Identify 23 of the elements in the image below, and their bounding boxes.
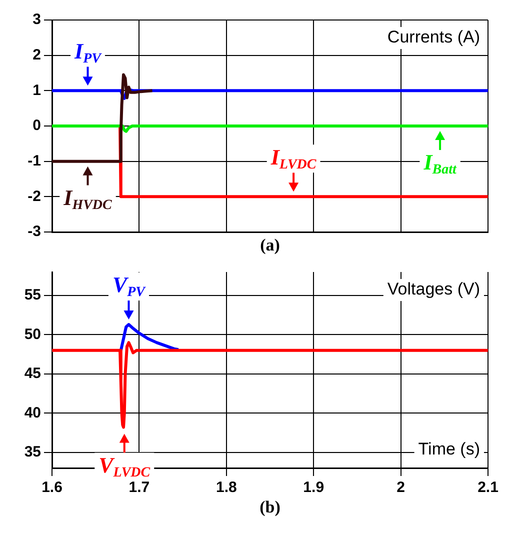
y-tick-label: 55 [24, 286, 41, 304]
text: (a) [260, 235, 280, 254]
y-tick-label: 0 [32, 117, 41, 134]
y-axis-title: Voltages (V) [387, 280, 480, 299]
y-tick-label: 35 [24, 443, 41, 460]
y-axis-title: Currents (A) [387, 28, 480, 47]
y-tick-label: 1 [32, 82, 41, 99]
y-tick-label: 3 [32, 11, 41, 28]
x-tick-label: 2 [396, 479, 405, 496]
x-tick-label: 1.6 [42, 479, 62, 496]
x-tick-label: 1.7 [128, 479, 150, 496]
y-tick-label: -3 [28, 223, 41, 240]
y-tick-label: -2 [28, 188, 41, 205]
x-tick-label: 1.8 [216, 479, 237, 496]
x-tick-label: 1.9 [303, 479, 324, 496]
y-tick-label: 40 [24, 404, 41, 422]
x-tick-label: 2.1 [478, 479, 498, 496]
text: (b) [260, 497, 280, 516]
y-tick-label: 45 [24, 365, 41, 382]
y-tick-label: 2 [32, 46, 41, 64]
y-tick-label: 50 [24, 326, 41, 343]
y-tick-label: -1 [28, 152, 41, 170]
x-axis-title: Time (s) [418, 440, 480, 459]
